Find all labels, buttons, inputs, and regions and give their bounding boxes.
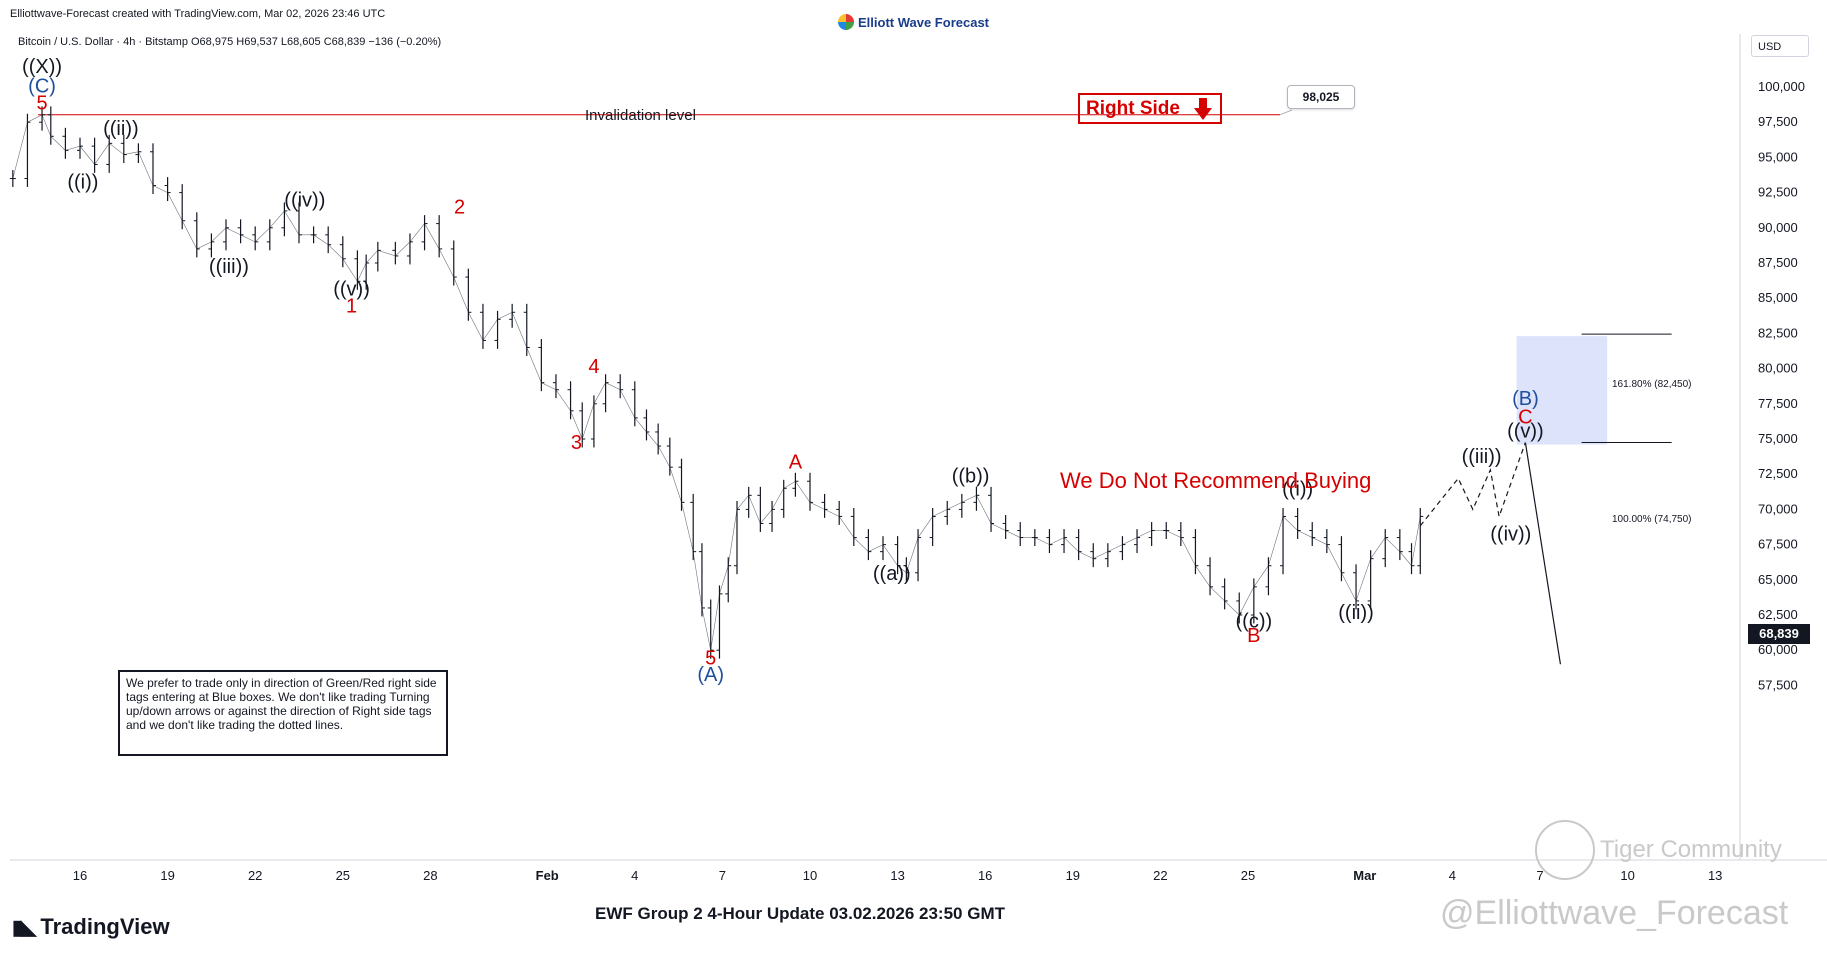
wave-label: B (1247, 625, 1260, 647)
y-tick-label: 75,000 (1758, 431, 1798, 446)
wave-label: ((iv)) (1490, 523, 1531, 545)
price-series (9, 106, 1424, 659)
wave-label: ((i)) (67, 171, 98, 193)
projection-dotted-line (1419, 442, 1526, 527)
x-tick-label: 28 (423, 868, 437, 883)
footer-title: EWF Group 2 4-Hour Update 03.02.2026 23:… (594, 904, 1005, 923)
wave-label: ((iv)) (284, 190, 325, 212)
wave-label: (A) (697, 664, 724, 686)
wave-label: 5 (705, 647, 716, 669)
invalidation-connector (1279, 109, 1293, 116)
tradingview-icon: ▮◣ (12, 916, 36, 939)
x-tick-label: 25 (1241, 868, 1255, 883)
y-tick-label: 92,500 (1758, 185, 1798, 200)
y-tick-label: 80,000 (1758, 361, 1798, 376)
x-tick-label: 10 (1620, 868, 1634, 883)
x-tick-label: 4 (1449, 868, 1456, 883)
y-tick-label: 87,500 (1758, 255, 1798, 270)
brand-icon (838, 14, 854, 30)
x-tick-label: 13 (1708, 868, 1722, 883)
wave-label: ((ii)) (103, 118, 139, 140)
x-tick-label: 16 (73, 868, 87, 883)
wave-label: 4 (588, 356, 599, 378)
x-tick-label: 25 (336, 868, 350, 883)
invalidation-label: Invalidation level (585, 107, 696, 124)
y-tick-label: 60,000 (1758, 642, 1798, 657)
down-arrow-icon (1194, 98, 1212, 120)
x-tick-label: 13 (890, 868, 904, 883)
y-tick-label: 65,000 (1758, 572, 1798, 587)
wave-label: ((a)) (873, 563, 911, 585)
symbol-info[interactable]: Bitcoin / U.S. Dollar · 4h · Bitstamp O6… (18, 36, 442, 48)
x-tick-label: 7 (1536, 868, 1543, 883)
wave-label: 1 (346, 295, 357, 317)
y-tick-label: 90,000 (1758, 220, 1798, 235)
x-tick-label: 22 (1153, 868, 1167, 883)
y-tick-label: 82,500 (1758, 325, 1798, 340)
fib-100-label: 100.00% (74,750) (1612, 514, 1692, 525)
x-tick-label: Mar (1353, 868, 1376, 883)
last-price-tag: 68,839 (1748, 624, 1810, 644)
x-tick-label: 4 (631, 868, 638, 883)
watermark-tiger: Tiger Community (1600, 836, 1782, 863)
x-tick-label: 16 (978, 868, 992, 883)
target-box (1516, 333, 1672, 445)
wave-label: ((b)) (952, 466, 990, 488)
wave-labels: ((X))(C)5((i))((ii))((iii))((iv))((v))12… (22, 56, 1544, 686)
trading-note: We prefer to trade only in direction of … (118, 670, 448, 756)
tradingview-logo[interactable]: ▮◣ TradingView (12, 914, 170, 940)
y-tick-label: 85,000 (1758, 290, 1798, 305)
currency-selector[interactable]: USD (1751, 35, 1809, 57)
y-tick-label: 62,500 (1758, 607, 1798, 622)
projection-path (1419, 442, 1562, 665)
brand-name: Elliott Wave Forecast (858, 14, 989, 30)
x-tick-label: 19 (160, 868, 174, 883)
wave-label: ((c)) (1236, 611, 1273, 633)
projection-drop-line (1524, 442, 1562, 665)
watermark-handle: @Elliottwave_Forecast (1440, 894, 1789, 932)
x-tick-label: Feb (536, 868, 559, 883)
wave-label: 5 (36, 93, 47, 115)
wave-label: ((v)) (333, 278, 370, 300)
y-tick-label: 57,500 (1758, 677, 1798, 692)
wave-label: 2 (454, 197, 465, 219)
y-tick-label: 70,000 (1758, 501, 1798, 516)
right-side-label: Right Side (1086, 98, 1180, 119)
y-tick-label: 95,000 (1758, 149, 1798, 164)
created-by-text: Elliottwave-Forecast created with Tradin… (10, 8, 386, 20)
x-tick-label: 7 (719, 868, 726, 883)
tiger-icon (1535, 820, 1595, 880)
wave-label: ((ii)) (1338, 602, 1374, 624)
y-tick-label: 100,000 (1758, 79, 1805, 94)
fib-161-label: 161.80% (82,450) (1612, 379, 1692, 390)
wave-label: ((iii)) (1462, 446, 1502, 468)
axes: 100,000 97,500 95,000 92,500 90,000 87,500 85,… (10, 34, 1827, 883)
brand-logo: Elliott Wave Forecast (838, 14, 989, 30)
no-buy-warning: We Do Not Recommend Buying (1060, 468, 1372, 493)
right-side-tag: Right Side (1078, 93, 1222, 124)
blue-target-box (1516, 336, 1608, 445)
tradingview-text: TradingView (40, 914, 170, 939)
y-tick-label: 77,500 (1758, 396, 1798, 411)
invalidation-price-tag[interactable]: 98,025 (1287, 85, 1355, 109)
wave-label: A (789, 452, 803, 474)
wave-label: 3 (571, 432, 582, 454)
wave-label: C (1518, 407, 1532, 429)
wave-label: (B) (1512, 388, 1539, 410)
wave-label: ((i)) (1282, 478, 1313, 500)
y-tick-label: 72,500 (1758, 466, 1798, 481)
wave-label: ((v)) (1507, 421, 1544, 443)
x-tick-label: 22 (248, 868, 262, 883)
wave-label: ((X)) (22, 56, 62, 78)
y-tick-label: 67,500 (1758, 537, 1798, 552)
x-tick-label: 10 (803, 868, 817, 883)
price-path (12, 114, 1421, 651)
wave-label: ((iii)) (209, 256, 249, 278)
x-tick-label: 19 (1066, 868, 1080, 883)
wave-label: (C) (28, 76, 56, 98)
y-tick-label: 97,500 (1758, 114, 1798, 129)
